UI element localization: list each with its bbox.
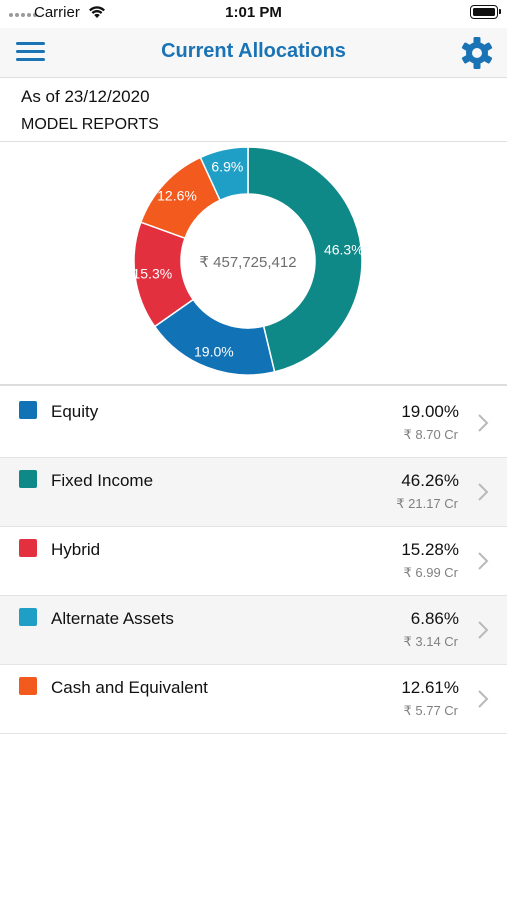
- model-reports-label: MODEL REPORTS: [21, 116, 159, 133]
- menu-icon: [16, 42, 46, 61]
- chevron-right-icon: [478, 690, 489, 708]
- slice-label: 12.6%: [157, 188, 197, 204]
- report-info: As of 23/12/2020 MODEL REPORTS: [0, 79, 507, 142]
- asset-class-name: Alternate Assets: [51, 609, 174, 628]
- slice-label: 15.3%: [132, 266, 172, 282]
- asset-class-name: Equity: [51, 402, 99, 421]
- allocation-row[interactable]: Cash and Equivalent 12.61% ₹ 5.77 Cr: [0, 665, 507, 734]
- slice-label: 46.3%: [324, 242, 364, 258]
- menu-button[interactable]: [16, 42, 46, 64]
- settings-button[interactable]: [460, 36, 494, 70]
- carrier-label: Carrier: [34, 4, 80, 21]
- allocation-row[interactable]: Equity 19.00% ₹ 8.70 Cr: [0, 389, 507, 458]
- donut-slice[interactable]: [247, 146, 363, 373]
- allocation-percent: 19.00%: [401, 402, 459, 421]
- allocation-percent: 15.28%: [401, 540, 459, 559]
- slice-label: 19.0%: [194, 343, 234, 359]
- color-swatch: [19, 677, 37, 695]
- allocation-amount: ₹ 3.14 Cr: [403, 634, 458, 649]
- signal-dots-icon: [9, 13, 37, 17]
- chevron-right-icon: [478, 621, 489, 639]
- asset-class-name: Cash and Equivalent: [51, 678, 208, 697]
- wifi-icon: [89, 6, 105, 18]
- gear-icon: [461, 37, 493, 69]
- color-swatch: [19, 401, 37, 419]
- donut-slice[interactable]: [199, 146, 249, 202]
- allocation-row[interactable]: Alternate Assets 6.86% ₹ 3.14 Cr: [0, 596, 507, 665]
- allocation-percent: 6.86%: [410, 609, 459, 628]
- allocation-donut-chart: 46.3% 19.0% 15.3% 12.6% 6.9% ₹ 457,725,412: [0, 143, 507, 386]
- slice-label: 6.9%: [211, 159, 243, 175]
- as-of-date: As of 23/12/2020: [21, 87, 150, 106]
- allocation-amount: ₹ 6.99 Cr: [403, 565, 458, 580]
- asset-class-name: Hybrid: [51, 540, 101, 559]
- allocation-list: Equity 19.00% ₹ 8.70 Cr Fixed Income 46.26% ₹…: [0, 389, 507, 734]
- donut-svg: 46.3% 19.0% 15.3% 12.6% 6.9% ₹ 457,725,412: [132, 146, 364, 376]
- status-bar: Carrier 1:01 PM: [0, 0, 507, 28]
- allocation-row[interactable]: Hybrid 15.28% ₹ 6.99 Cr: [0, 527, 507, 596]
- allocation-percent: 46.26%: [401, 471, 459, 490]
- total-value-label: ₹ 457,725,412: [199, 254, 296, 271]
- allocation-row[interactable]: Fixed Income 46.26% ₹ 21.17 Cr: [0, 458, 507, 527]
- allocation-amount: ₹ 8.70 Cr: [403, 427, 458, 442]
- asset-class-name: Fixed Income: [51, 471, 154, 490]
- color-swatch: [19, 470, 37, 488]
- color-swatch: [19, 539, 37, 557]
- chevron-right-icon: [478, 414, 489, 432]
- allocation-amount: ₹ 21.17 Cr: [396, 496, 458, 511]
- color-swatch: [19, 608, 37, 626]
- page-title: Current Allocations: [161, 40, 346, 62]
- navigation-bar: Current Allocations: [0, 28, 507, 78]
- allocation-amount: ₹ 5.77 Cr: [403, 703, 458, 718]
- chevron-right-icon: [478, 483, 489, 501]
- battery-icon: [470, 5, 501, 19]
- allocation-percent: 12.61%: [401, 678, 459, 697]
- clock: 1:01 PM: [225, 4, 282, 21]
- chevron-right-icon: [478, 552, 489, 570]
